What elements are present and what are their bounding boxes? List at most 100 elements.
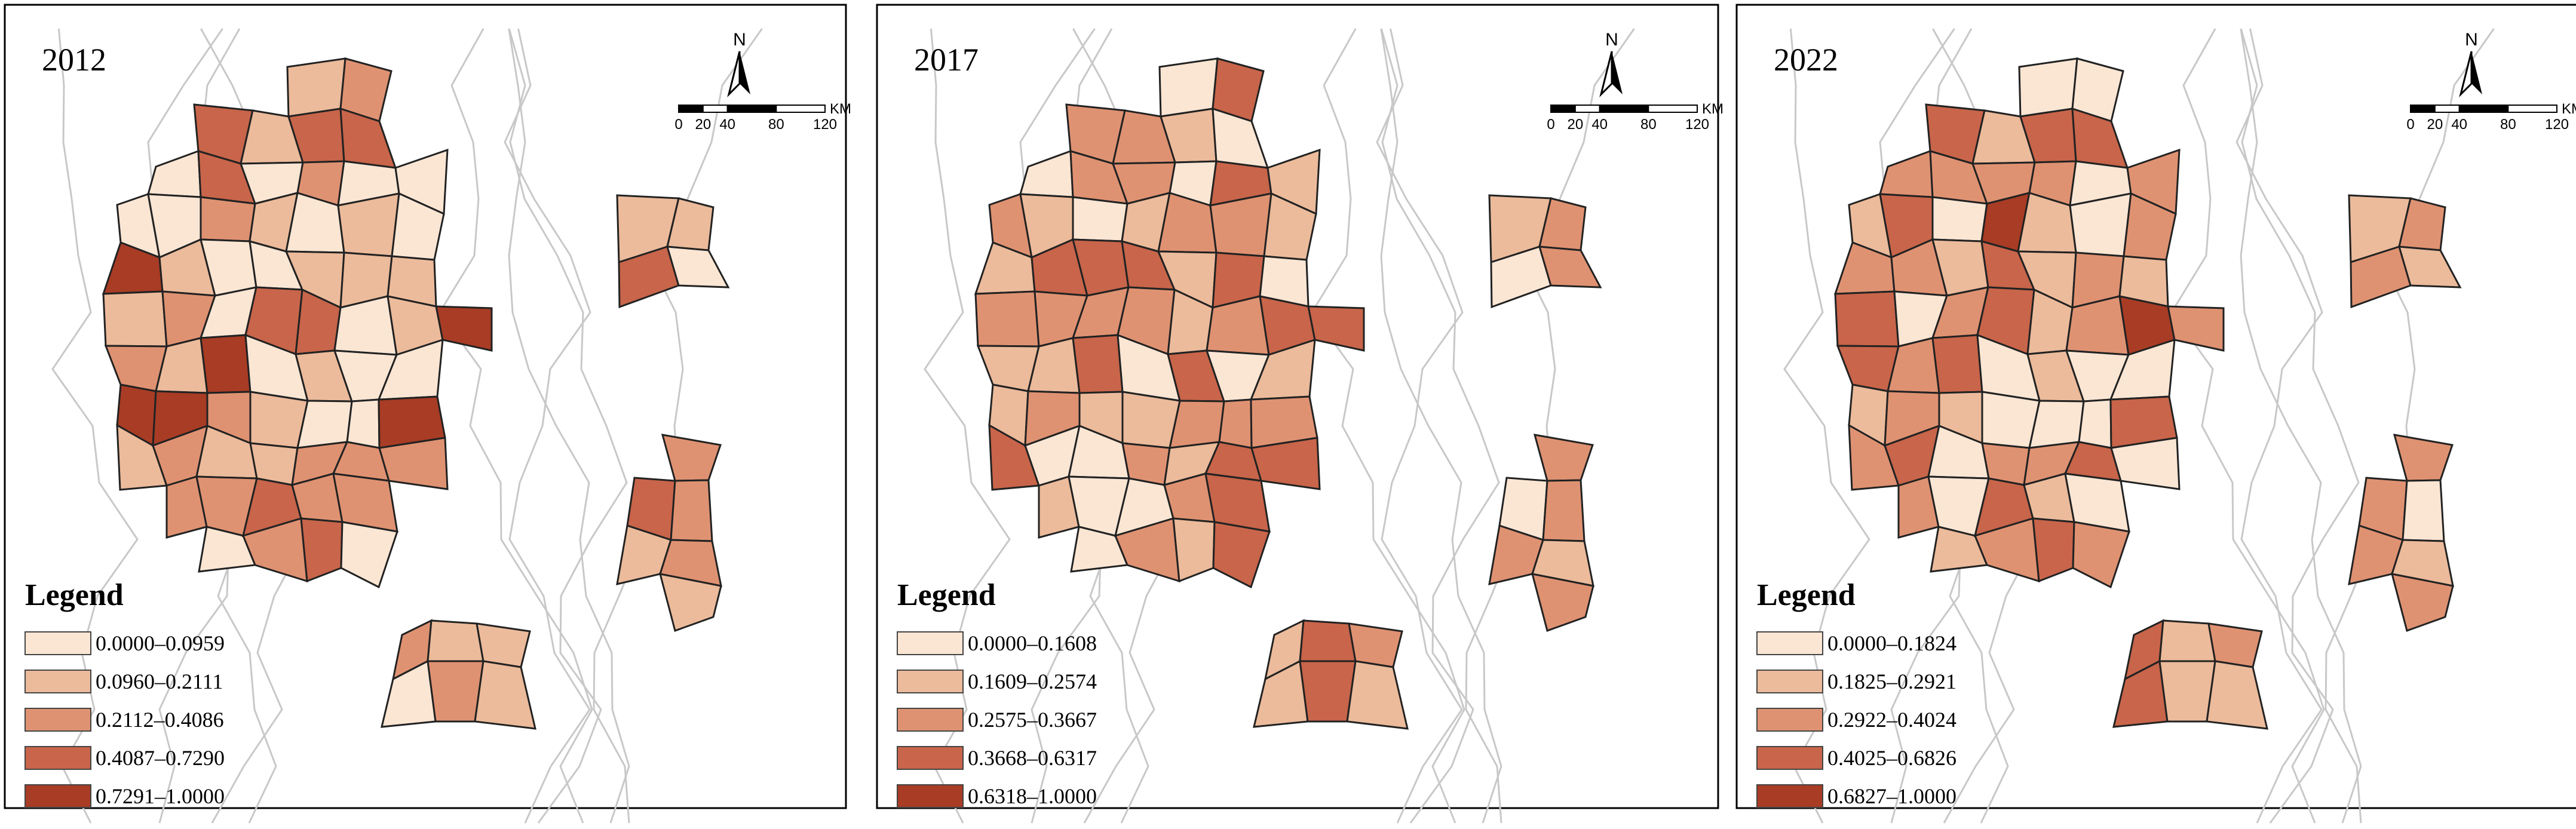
- scale-label: 120: [813, 116, 837, 133]
- scale-label: 0: [1547, 116, 1554, 133]
- scale-label: 40: [2451, 116, 2467, 133]
- region: [2206, 660, 2268, 730]
- region: [1531, 573, 1594, 632]
- scale-label: 20: [695, 116, 711, 133]
- region: [296, 400, 353, 449]
- background-boundary: [1311, 28, 1465, 824]
- scale-segment: [678, 105, 704, 113]
- scale-unit: KM: [2562, 101, 2576, 117]
- legend-label: 0.4087–0.7290: [96, 746, 225, 770]
- region: [200, 334, 252, 394]
- region: [1307, 305, 1365, 352]
- region: [1072, 334, 1124, 394]
- legend-label: 0.6318–1.0000: [968, 784, 1097, 808]
- background-boundary: [593, 28, 763, 824]
- background-boundary: [438, 28, 593, 824]
- north-arrow: [740, 51, 750, 94]
- region: [435, 305, 493, 352]
- year-label: 2012: [42, 42, 106, 78]
- legend-label: 0.0000–0.1608: [968, 631, 1097, 655]
- legend-label: 0.4025–0.6826: [1827, 746, 1956, 770]
- legend-swatch: [1756, 746, 1823, 770]
- scale-segment: [2507, 105, 2558, 113]
- background-boundary: [1380, 28, 1500, 824]
- region: [1169, 400, 1225, 449]
- year-label: 2017: [914, 42, 979, 78]
- region: [974, 290, 1040, 348]
- north-label: N: [1605, 30, 1618, 50]
- region: [2072, 521, 2130, 589]
- scale-unit: KM: [1702, 101, 1724, 117]
- region: [2158, 660, 2216, 723]
- region: [1072, 196, 1128, 242]
- year-label: 2022: [1774, 42, 1838, 78]
- legend-label: 0.1825–0.2921: [1827, 670, 1956, 693]
- background-boundary: [2324, 28, 2495, 824]
- north-arrow: [1612, 51, 1623, 94]
- background-boundary: [1380, 28, 1502, 824]
- region: [378, 437, 449, 490]
- region: [337, 192, 400, 257]
- scale-label: 120: [1685, 116, 1709, 133]
- scale-label: 80: [1640, 116, 1657, 133]
- region: [2110, 437, 2181, 490]
- region: [1212, 521, 1271, 589]
- legend-swatch: [1756, 670, 1823, 693]
- scale-segment: [775, 105, 826, 113]
- legend-swatch: [24, 631, 91, 655]
- legend-label: 0.2922–0.4024: [1827, 708, 1956, 732]
- region: [2402, 479, 2445, 542]
- legend-swatch: [24, 746, 91, 770]
- region: [2158, 619, 2216, 662]
- legend-swatch: [897, 746, 964, 770]
- scale-label: 0: [2406, 116, 2414, 133]
- scale-label: 0: [674, 116, 682, 133]
- region: [1346, 660, 1409, 730]
- scale-segment: [2458, 105, 2509, 113]
- legend-swatch: [897, 784, 964, 808]
- scale-label: 80: [768, 116, 784, 133]
- scale-label: 40: [719, 116, 735, 133]
- region: [1299, 660, 1357, 723]
- scale-segment: [1648, 105, 1698, 113]
- scale-segment: [2434, 105, 2460, 113]
- region: [2390, 573, 2454, 632]
- region: [666, 245, 730, 288]
- legend-title: Legend: [1757, 578, 1856, 612]
- region: [340, 521, 398, 589]
- scale-segment: [1599, 105, 1649, 113]
- legend-label: 0.2575–0.3667: [968, 708, 1097, 732]
- region: [2397, 245, 2462, 288]
- region: [1834, 290, 1900, 348]
- region: [1542, 479, 1586, 542]
- legend-label: 0.2112–0.4086: [96, 708, 224, 732]
- region: [427, 660, 484, 723]
- region: [474, 660, 536, 730]
- region: [1299, 619, 1357, 662]
- legend-swatch: [24, 784, 91, 808]
- legend-swatch: [24, 670, 91, 693]
- region: [2078, 398, 2112, 449]
- region: [1250, 437, 1321, 490]
- background-boundary: [508, 28, 628, 824]
- legend-swatch: [897, 631, 964, 655]
- legend-swatch: [897, 708, 964, 732]
- scale-label: 40: [1591, 116, 1608, 133]
- legend-swatch: [1756, 631, 1823, 655]
- region: [200, 196, 256, 242]
- scale-segment: [1550, 105, 1576, 113]
- scale-label: 20: [1567, 116, 1583, 133]
- legend-title: Legend: [25, 578, 124, 612]
- legend-title: Legend: [897, 578, 996, 612]
- region: [670, 479, 713, 542]
- region: [1218, 398, 1253, 449]
- region: [102, 290, 168, 348]
- background-boundary: [2170, 28, 2325, 824]
- legend-label: 0.3668–0.6317: [968, 746, 1097, 770]
- scale-unit: KM: [830, 101, 851, 117]
- region: [2167, 305, 2225, 352]
- region: [1158, 57, 1219, 118]
